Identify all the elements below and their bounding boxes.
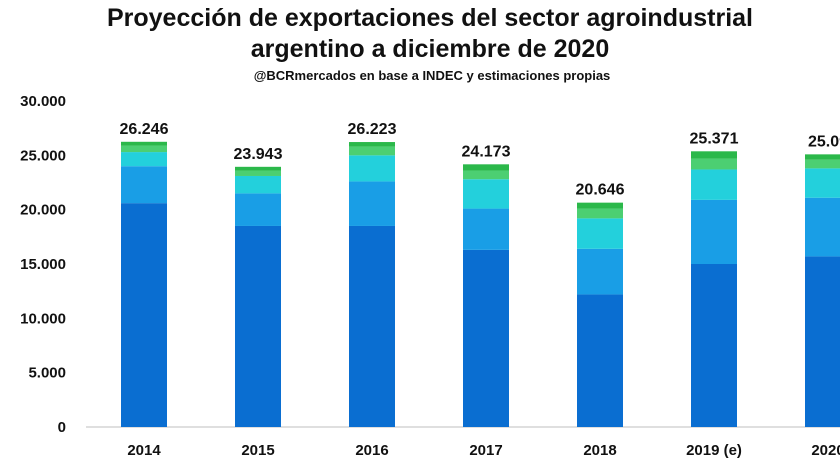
bar-segment — [805, 168, 840, 198]
x-tick-label: 2017 — [469, 442, 502, 459]
bar-segment — [577, 218, 623, 249]
chart-title-line-1: Proyección de exportaciones del sector a… — [107, 4, 753, 32]
bar-segment — [349, 225, 395, 427]
bar-segment — [349, 146, 395, 156]
bar-segment — [577, 294, 623, 427]
bar-segment — [463, 170, 509, 180]
bar-segment — [805, 159, 840, 169]
x-tick-label: 2020 — [811, 442, 840, 459]
y-tick-label: 10.000 — [20, 310, 66, 327]
bar-segment — [691, 158, 737, 170]
bar-segment — [121, 145, 167, 153]
data-label: 24.173 — [462, 143, 511, 160]
bar-segment — [463, 164, 509, 171]
bar-segment — [349, 155, 395, 182]
bar-segment — [121, 141, 167, 146]
bar-segment — [691, 199, 737, 264]
bar-segment — [349, 181, 395, 226]
bar-segment — [691, 169, 737, 200]
bar-segment — [121, 203, 167, 427]
x-tick-label: 2019 (e) — [686, 442, 742, 459]
data-label: 26.246 — [120, 121, 169, 138]
data-label: 23.943 — [234, 146, 283, 163]
bar-segment — [235, 225, 281, 427]
bar-segment — [121, 152, 167, 167]
plot-area: 0 5.000 10.000 15.000 20.000 25.000 30.000 26.2… — [20, 93, 840, 459]
bar-segment — [691, 264, 737, 427]
bar-segment — [577, 208, 623, 219]
y-tick-label: 15.000 — [20, 256, 66, 273]
bar-segment — [805, 197, 840, 257]
bar-segment — [577, 248, 623, 295]
x-tick-label: 2016 — [355, 442, 388, 459]
bar-segment — [463, 179, 509, 209]
y-tick-label: 5.000 — [28, 365, 66, 382]
bar-segment — [235, 170, 281, 176]
x-tick-label: 2014 — [127, 442, 161, 459]
bar-segment — [235, 193, 281, 226]
bar-segment — [121, 166, 167, 204]
data-label: 25.09 — [808, 133, 840, 150]
y-tick-label: 25.000 — [20, 147, 66, 164]
bar-segment — [805, 154, 840, 160]
y-tick-label: 30.000 — [20, 93, 66, 110]
y-tick-label: 20.000 — [20, 202, 66, 219]
bar-segment — [235, 175, 281, 194]
data-label: 20.646 — [576, 182, 625, 199]
data-label: 26.223 — [348, 121, 397, 138]
y-tick-label: 0 — [58, 419, 66, 436]
bar-segment — [577, 202, 623, 209]
bar-segment — [691, 151, 737, 159]
data-label: 25.371 — [690, 130, 739, 147]
bar-segment — [463, 208, 509, 250]
chart-title-line-2: argentino a diciembre de 2020 — [251, 35, 609, 63]
bar-segment — [805, 256, 840, 427]
x-tick-label: 2018 — [583, 442, 616, 459]
bar-segment — [463, 249, 509, 427]
chart-subtitle: @BCRmercados en base a INDEC y estimacio… — [254, 68, 611, 83]
x-tick-label: 2015 — [241, 442, 274, 459]
bar-segment — [235, 166, 281, 171]
bar-segment — [349, 142, 395, 147]
